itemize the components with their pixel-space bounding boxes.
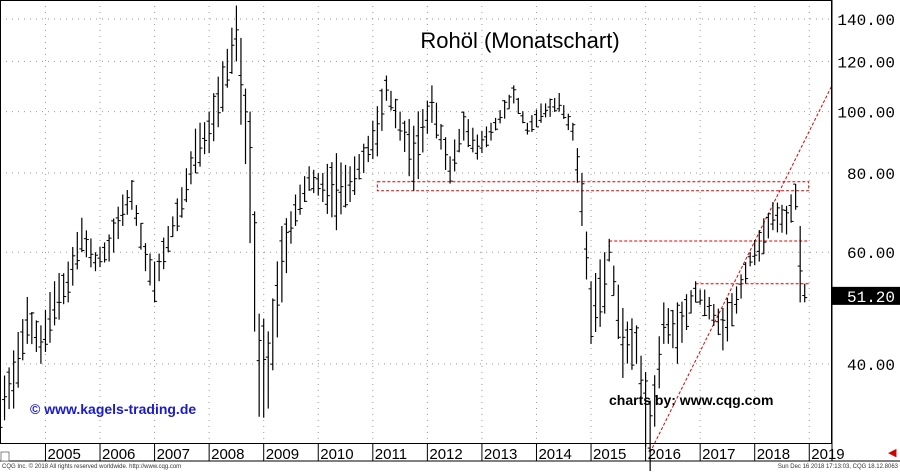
y-tick-label: 120.00	[837, 54, 895, 72]
watermark-left: © www.kagels-trading.de	[30, 401, 196, 417]
y-tick-label: 80.00	[847, 166, 895, 184]
resistance-box	[376, 181, 810, 192]
x-tick-label: 2011	[375, 446, 407, 463]
trend-line	[649, 85, 833, 453]
last-price-badge	[832, 286, 900, 305]
footer-left: CQG Inc. © 2018 All rights reserved worl…	[2, 463, 181, 470]
x-tick-label: 2019	[811, 446, 844, 463]
x-tick-label: 2012	[429, 446, 462, 463]
x-tick-label: 2010	[320, 446, 353, 463]
y-tick-label: 100.00	[837, 105, 895, 123]
x-tick-label: 2005	[47, 446, 80, 463]
x-tick-label: 2007	[157, 446, 190, 463]
chart-title: Rohöl (Monatschart)	[420, 28, 619, 53]
x-tick-label: 2018	[757, 446, 790, 463]
x-tick-label: 2014	[538, 446, 571, 463]
x-tick-label: 2017	[702, 446, 735, 463]
y-tick-label: 40.00	[847, 357, 895, 375]
plot-frame	[0, 0, 832, 444]
x-tick-label: 2016	[648, 446, 681, 463]
x-tick-label: 2009	[266, 446, 299, 463]
footer-right: Sun Dec 16 2018 17:13:03, CQG 18.12.8063	[778, 464, 899, 470]
x-tick-label: 2006	[102, 446, 135, 463]
scroll-right-arrow-icon[interactable]: ◀	[888, 447, 897, 459]
axes: 140.00 120.00 100.00 80.00 60.00 40.00 2005 200…	[0, 0, 900, 463]
grid	[0, 0, 832, 443]
watermark-right: charts by: www.cqg.com	[609, 392, 773, 408]
ohlc-bars	[0, 5, 808, 476]
x-tick-label: 2015	[593, 446, 626, 463]
y-tick-label: 140.00	[837, 12, 895, 30]
last-price-label: 51.20	[847, 289, 895, 307]
y-tick-label: 60.00	[847, 245, 895, 263]
x-tick-label: 2008	[211, 446, 244, 463]
scroll-left-button[interactable]	[0, 451, 10, 462]
x-tick-label: 2013	[484, 446, 517, 463]
